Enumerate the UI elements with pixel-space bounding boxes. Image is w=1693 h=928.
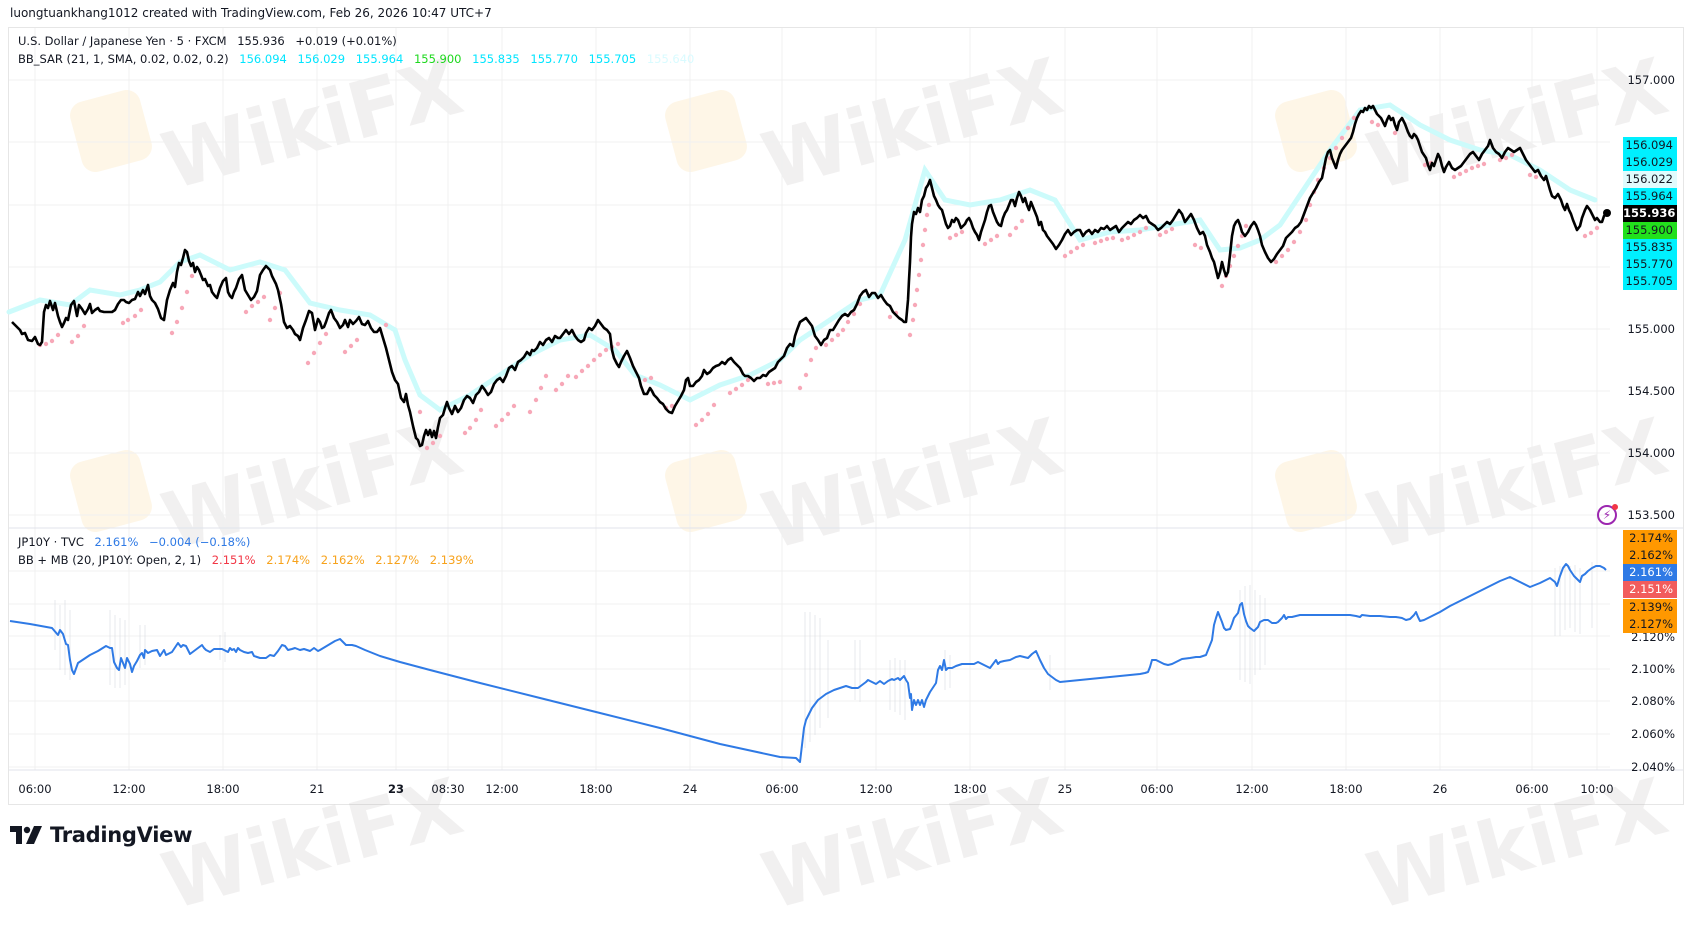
x-tick: 12:00	[485, 782, 519, 796]
main-legend: U.S. Dollar / Japanese Yen · 5 · FXCM 15…	[18, 34, 404, 48]
price-box: 155.964	[1623, 188, 1677, 205]
lower-y-tick: 2.040%	[1631, 760, 1675, 774]
indicator-legend: BB_SAR (21, 1, SMA, 0.02, 0.02, 0.2) 156…	[18, 52, 701, 66]
tradingview-logo[interactable]: TradingView	[10, 823, 192, 847]
x-tick: 06:00	[1515, 782, 1549, 796]
lower-indicator-value: 2.127%	[375, 553, 420, 567]
indicator-value: 155.705	[588, 52, 637, 66]
lower-change: −0.004 (−0.18%)	[149, 535, 251, 549]
lower-symbol-name[interactable]: JP10Y · TVC	[18, 535, 84, 549]
x-tick: 12:00	[859, 782, 893, 796]
x-tick: 06:00	[1140, 782, 1174, 796]
chart-canvas[interactable]	[0, 0, 1693, 865]
value-box: 2.162%	[1623, 547, 1677, 564]
x-tick: 18:00	[953, 782, 987, 796]
sar-dots	[37, 115, 1600, 451]
x-tick: 06:00	[18, 782, 52, 796]
jp10y-line	[9, 563, 1607, 763]
value-box: 2.127%	[1623, 616, 1677, 633]
lower-legend: JP10Y · TVC 2.161% −0.004 (−0.18%)	[18, 535, 257, 549]
lower-indicator-value: 2.139%	[429, 553, 474, 567]
lower-value: 2.161%	[94, 535, 139, 549]
x-tick: 26	[1432, 782, 1448, 796]
indicator-value: 155.964	[355, 52, 404, 66]
price-box: 155.900	[1623, 222, 1677, 239]
chart-credit: luongtuankhang1012 created with TradingV…	[10, 6, 492, 20]
value-box: 2.139%	[1623, 599, 1677, 616]
x-tick: 18:00	[206, 782, 240, 796]
price-box: 156.029	[1623, 154, 1677, 171]
lower-indicator-legend: BB + MB (20, JP10Y: Open, 2, 1) 2.151% 2…	[18, 553, 481, 567]
value-box: 2.174%	[1623, 530, 1677, 547]
lower-y-tick: 2.100%	[1631, 662, 1675, 676]
x-tick: 12:00	[1235, 782, 1269, 796]
last-price-box: 155.936	[1623, 205, 1677, 222]
last-price: 155.936	[237, 34, 285, 48]
price-box: 156.094	[1623, 137, 1677, 154]
usdjpy-price-line	[11, 104, 1607, 448]
x-tick: 24	[682, 782, 698, 796]
value-box: 2.151%	[1623, 581, 1677, 598]
price-box: 156.022	[1623, 171, 1677, 188]
x-tick: 18:00	[1329, 782, 1363, 796]
value-box: 2.161%	[1623, 564, 1677, 581]
x-tick: 06:00	[765, 782, 799, 796]
indicator-name[interactable]: BB_SAR (21, 1, SMA, 0.02, 0.02, 0.2)	[18, 52, 229, 66]
lightning-alert-icon[interactable]: ⚡	[1597, 504, 1618, 525]
price-box: 155.770	[1623, 256, 1677, 273]
y-tick: 153.500	[1627, 508, 1675, 522]
lower-indicator-value: 2.162%	[320, 553, 365, 567]
indicator-value: 155.640	[646, 52, 695, 66]
price-box: 155.835	[1623, 239, 1677, 256]
bb-upper-band	[6, 102, 1598, 413]
lower-indicator-name[interactable]: BB + MB (20, JP10Y: Open, 2, 1)	[18, 553, 202, 567]
symbol-name[interactable]: U.S. Dollar / Japanese Yen · 5 · FXCM	[18, 34, 227, 48]
tradingview-logo-text: TradingView	[50, 823, 193, 847]
lower-y-tick: 2.060%	[1631, 727, 1675, 741]
bb-range-lines	[54, 562, 1593, 748]
x-tick: 12:00	[112, 782, 146, 796]
price-box: 155.705	[1623, 273, 1677, 290]
last-price-dot	[1603, 209, 1611, 217]
notification-dot	[1612, 504, 1618, 510]
lower-indicator-value: 2.174%	[266, 553, 311, 567]
indicator-value: 155.835	[472, 52, 520, 66]
y-tick: 155.000	[1627, 322, 1675, 336]
x-tick: 21	[309, 782, 325, 796]
y-tick: 157.000	[1627, 73, 1675, 87]
indicator-value: 156.094	[239, 52, 287, 66]
x-tick: 18:00	[579, 782, 613, 796]
tradingview-logo-icon	[10, 826, 42, 844]
x-tick: 08:30	[431, 782, 465, 796]
lower-indicator-value: 2.151%	[211, 553, 256, 567]
indicator-value: 155.900	[413, 52, 462, 66]
indicator-value: 155.770	[530, 52, 578, 66]
chart-frame	[8, 27, 1684, 805]
indicator-value: 156.029	[297, 52, 346, 66]
x-tick: 23	[387, 782, 405, 796]
x-tick: 25	[1057, 782, 1073, 796]
lower-y-tick: 2.080%	[1631, 694, 1675, 708]
price-change: +0.019 (+0.01%)	[295, 34, 397, 48]
x-tick: 10:00	[1580, 782, 1614, 796]
y-tick: 154.000	[1627, 446, 1675, 460]
y-tick: 154.500	[1627, 384, 1675, 398]
lower-y-tick: 2.120%	[1631, 630, 1675, 644]
